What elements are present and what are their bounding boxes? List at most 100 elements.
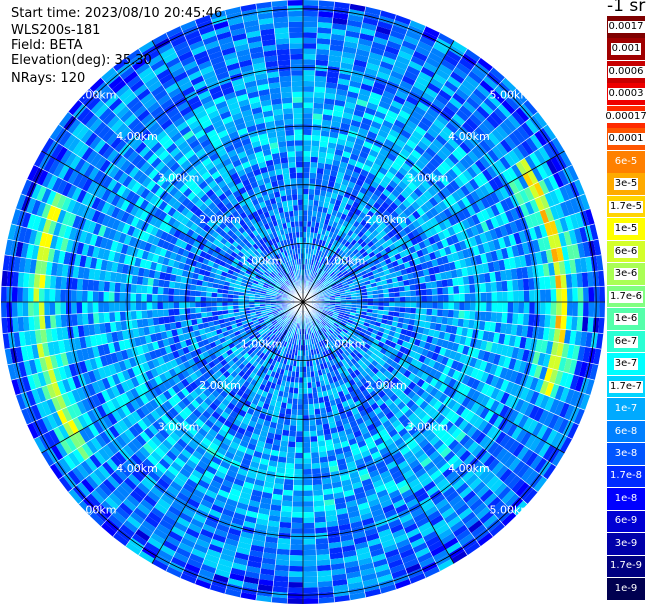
range-gate-cell bbox=[471, 378, 481, 391]
range-gate-cell bbox=[554, 370, 564, 386]
range-gate-cell bbox=[300, 339, 303, 346]
range-gate-cell bbox=[508, 180, 520, 195]
range-gate-cell bbox=[337, 273, 344, 279]
range-gate-cell bbox=[331, 315, 338, 320]
range-gate-cell bbox=[405, 95, 419, 106]
range-gate-cell bbox=[316, 564, 332, 572]
range-gate-cell bbox=[361, 572, 377, 582]
range-gate-cell bbox=[334, 1, 351, 10]
range-gate-cell bbox=[573, 228, 583, 244]
range-gate-cell bbox=[359, 33, 375, 42]
range-gate-cell bbox=[487, 331, 495, 343]
range-gate-cell bbox=[336, 171, 345, 179]
range-gate-cell bbox=[424, 505, 439, 517]
range-gate-cell bbox=[325, 275, 332, 281]
range-gate-cell bbox=[383, 297, 390, 302]
range-gate-cell bbox=[325, 323, 332, 329]
range-gate-cell bbox=[352, 266, 359, 273]
range-gate-cell bbox=[360, 512, 373, 521]
range-gate-cell bbox=[357, 173, 367, 182]
range-gate-cell bbox=[482, 350, 491, 362]
range-gate-cell bbox=[429, 216, 439, 227]
range-gate-cell bbox=[333, 310, 340, 314]
range-gate-cell bbox=[418, 155, 430, 166]
range-gate-cell bbox=[365, 406, 374, 415]
range-gate-cell bbox=[386, 152, 397, 162]
range-gate-cell bbox=[528, 313, 535, 327]
range-gate-cell bbox=[478, 273, 486, 284]
range-gate-cell bbox=[370, 46, 385, 56]
range-gate-cell bbox=[321, 287, 327, 292]
range-gate-cell bbox=[405, 302, 411, 308]
range-gate-cell bbox=[413, 144, 426, 156]
range-gate-cell bbox=[362, 431, 372, 440]
range-gate-cell bbox=[363, 483, 375, 492]
range-gate-cell bbox=[467, 441, 479, 454]
range-gate-cell bbox=[456, 393, 467, 405]
range-gate-cell bbox=[438, 264, 446, 273]
range-gate-cell bbox=[319, 461, 330, 469]
range-gate-cell bbox=[329, 131, 339, 139]
range-gate-cell bbox=[357, 254, 365, 261]
range-gate-cell bbox=[545, 159, 558, 175]
range-gate-cell bbox=[432, 439, 445, 451]
range-gate-cell bbox=[544, 276, 551, 290]
range-gate-cell bbox=[284, 473, 294, 480]
range-gate-cell bbox=[330, 192, 338, 200]
range-gate-cell bbox=[452, 66, 468, 80]
range-gate-cell bbox=[346, 163, 356, 172]
range-gate-cell bbox=[447, 367, 456, 378]
range-gate-cell bbox=[330, 126, 340, 134]
range-gate-cell bbox=[508, 440, 521, 455]
range-gate-cell bbox=[375, 398, 385, 407]
range-gate-cell bbox=[408, 459, 421, 470]
range-gate-cell bbox=[449, 244, 457, 254]
range-gate-cell bbox=[472, 502, 487, 516]
range-gate-cell bbox=[313, 495, 324, 502]
range-gate-cell bbox=[295, 442, 303, 448]
range-gate-cell bbox=[427, 359, 436, 369]
range-gate-cell bbox=[303, 485, 313, 491]
range-gate-cell bbox=[346, 347, 353, 355]
range-gate-cell bbox=[433, 203, 444, 214]
range-gate-cell bbox=[303, 468, 312, 475]
range-gate-cell bbox=[344, 140, 355, 149]
range-gate-cell bbox=[310, 259, 315, 266]
range-gate-cell bbox=[303, 80, 315, 87]
range-gate-cell bbox=[425, 384, 435, 394]
range-gate-cell bbox=[303, 458, 312, 464]
range-gate-cell bbox=[333, 414, 342, 422]
range-gate-cell bbox=[332, 313, 339, 318]
range-gate-cell bbox=[407, 440, 419, 451]
range-gate-cell bbox=[599, 302, 605, 318]
range-gate-cell bbox=[458, 533, 475, 547]
range-gate-cell bbox=[495, 214, 505, 227]
range-gate-cell bbox=[380, 499, 393, 509]
range-gate-cell bbox=[321, 477, 332, 485]
range-gate-cell bbox=[415, 197, 425, 207]
range-gate-cell bbox=[322, 390, 329, 397]
range-gate-cell bbox=[163, 309, 169, 317]
range-gate-cell bbox=[331, 283, 337, 288]
range-gate-cell bbox=[447, 137, 460, 150]
range-gate-cell bbox=[325, 444, 335, 452]
range-gate-cell bbox=[408, 134, 421, 145]
range-gate-cell bbox=[313, 194, 320, 201]
range-gate-cell bbox=[314, 286, 319, 292]
range-gate-cell bbox=[582, 346, 591, 363]
range-gate-cell bbox=[526, 325, 534, 339]
range-gate-cell bbox=[366, 291, 373, 296]
range-gate-cell bbox=[425, 176, 436, 187]
range-gate-cell bbox=[331, 273, 337, 279]
range-gate-cell bbox=[401, 75, 416, 86]
range-gate-cell bbox=[308, 281, 311, 287]
range-gate-cell bbox=[429, 377, 439, 388]
range-gate-cell bbox=[375, 197, 385, 206]
range-gate-cell bbox=[593, 348, 602, 365]
range-gate-cell bbox=[444, 80, 459, 93]
range-gate-cell bbox=[318, 11, 334, 18]
range-gate-cell bbox=[505, 96, 520, 111]
range-gate-cell bbox=[356, 43, 372, 52]
range-gate-cell bbox=[277, 543, 291, 550]
range-gate-cell bbox=[407, 412, 418, 423]
